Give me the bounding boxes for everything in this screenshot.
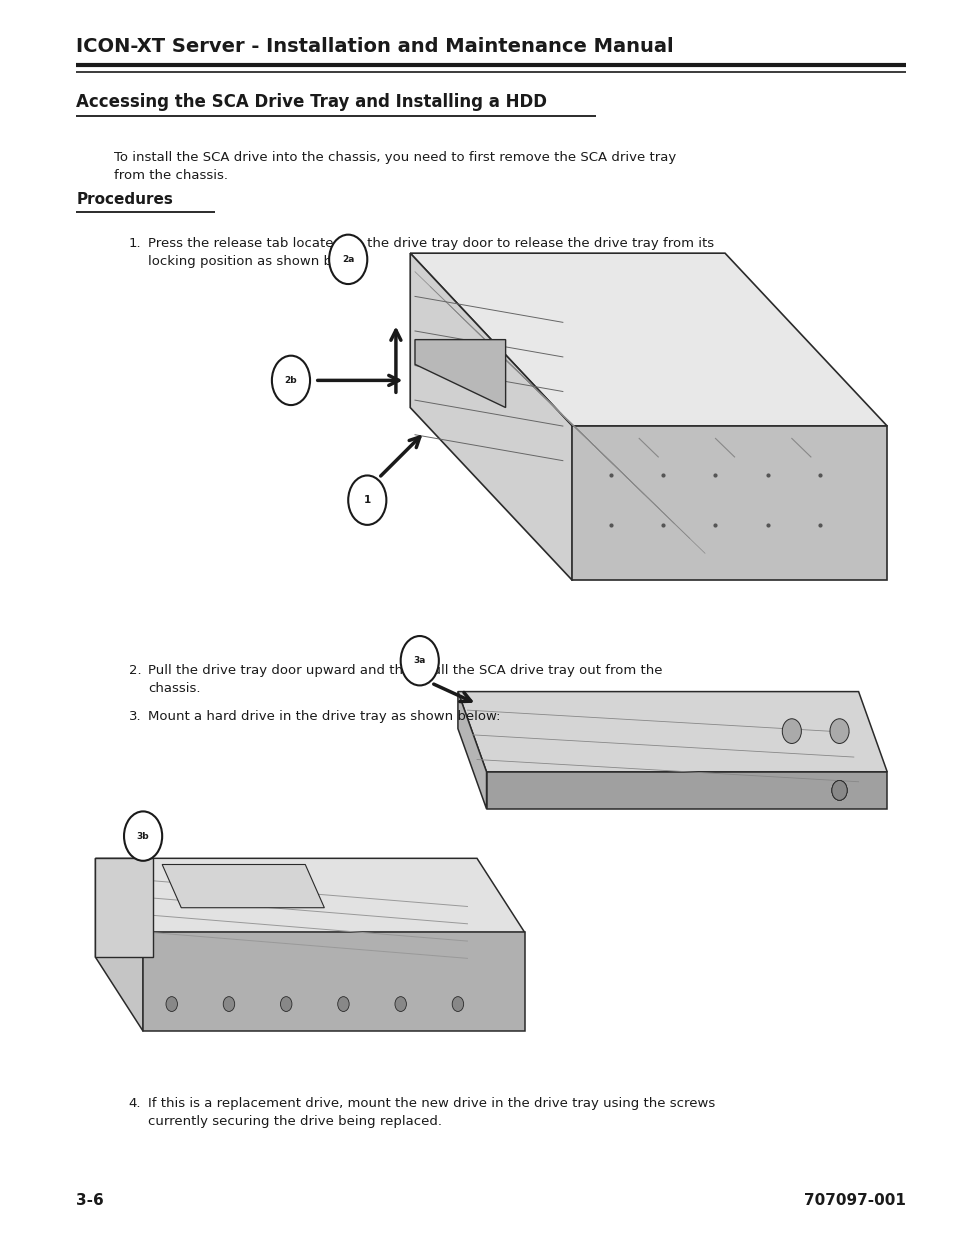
Circle shape bbox=[395, 997, 406, 1011]
Circle shape bbox=[829, 719, 848, 743]
Text: 3-6: 3-6 bbox=[76, 1193, 104, 1208]
Text: 3.: 3. bbox=[129, 710, 141, 724]
Polygon shape bbox=[572, 426, 886, 580]
Text: To install the SCA drive into the chassis, you need to first remove the SCA driv: To install the SCA drive into the chassi… bbox=[114, 151, 676, 182]
Text: Pull the drive tray door upward and then pull the SCA drive tray out from the
ch: Pull the drive tray door upward and then… bbox=[148, 664, 661, 695]
Text: Procedures: Procedures bbox=[76, 193, 173, 207]
Circle shape bbox=[400, 636, 438, 685]
Text: 4.: 4. bbox=[129, 1097, 141, 1110]
Text: ICON-XT Server - Installation and Maintenance Manual: ICON-XT Server - Installation and Mainte… bbox=[76, 37, 673, 56]
Polygon shape bbox=[162, 864, 324, 908]
Circle shape bbox=[124, 811, 162, 861]
Circle shape bbox=[831, 781, 846, 800]
Circle shape bbox=[166, 997, 177, 1011]
Polygon shape bbox=[95, 858, 152, 957]
Text: 2a: 2a bbox=[342, 254, 354, 264]
Polygon shape bbox=[457, 692, 486, 809]
Circle shape bbox=[223, 997, 234, 1011]
Text: Press the release tab located on the drive tray door to release the drive tray f: Press the release tab located on the dri… bbox=[148, 237, 713, 268]
Circle shape bbox=[329, 235, 367, 284]
Text: Accessing the SCA Drive Tray and Installing a HDD: Accessing the SCA Drive Tray and Install… bbox=[76, 93, 547, 111]
Circle shape bbox=[831, 781, 846, 800]
Circle shape bbox=[452, 997, 463, 1011]
Circle shape bbox=[337, 997, 349, 1011]
Text: 3a: 3a bbox=[414, 656, 425, 666]
Polygon shape bbox=[95, 858, 524, 932]
Polygon shape bbox=[95, 858, 143, 1031]
Circle shape bbox=[831, 781, 846, 800]
Text: 707097-001: 707097-001 bbox=[803, 1193, 905, 1208]
Text: Mount a hard drive in the drive tray as shown below:: Mount a hard drive in the drive tray as … bbox=[148, 710, 499, 724]
Text: 1: 1 bbox=[363, 495, 371, 505]
Polygon shape bbox=[410, 253, 886, 426]
Circle shape bbox=[348, 475, 386, 525]
Polygon shape bbox=[486, 772, 886, 809]
Text: 1.: 1. bbox=[129, 237, 141, 251]
Circle shape bbox=[272, 356, 310, 405]
Polygon shape bbox=[143, 932, 524, 1031]
Circle shape bbox=[280, 997, 292, 1011]
Text: 2.: 2. bbox=[129, 664, 141, 678]
Text: 2b: 2b bbox=[284, 375, 297, 385]
Text: 3b: 3b bbox=[136, 831, 150, 841]
Circle shape bbox=[781, 719, 801, 743]
Polygon shape bbox=[457, 692, 886, 772]
Polygon shape bbox=[415, 340, 505, 408]
Polygon shape bbox=[410, 253, 572, 580]
Text: If this is a replacement drive, mount the new drive in the drive tray using the : If this is a replacement drive, mount th… bbox=[148, 1097, 715, 1128]
